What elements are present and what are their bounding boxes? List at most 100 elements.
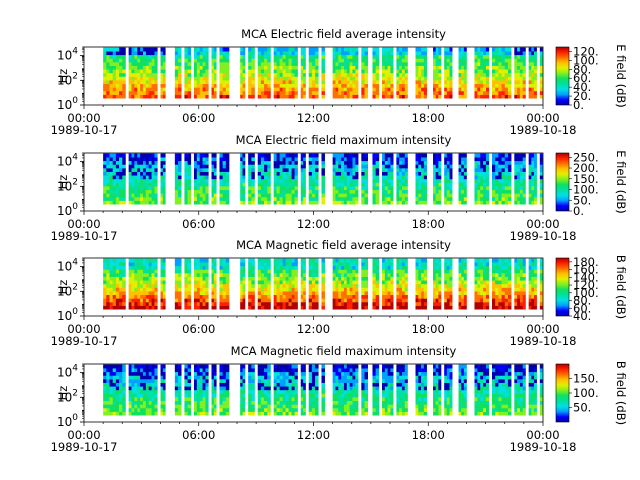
spectrogram-cell — [404, 298, 408, 303]
spectrogram-cell — [303, 178, 306, 183]
spectrogram-cell — [423, 262, 427, 267]
spectrogram-cell — [103, 364, 107, 369]
spectrogram-cell — [517, 258, 521, 263]
spectrogram-cell — [364, 157, 368, 162]
colorbar-tick-label: 80. — [573, 62, 591, 76]
spectrogram-cell — [355, 294, 359, 299]
spectrogram-cell — [267, 273, 271, 277]
spectrogram-cell — [517, 294, 521, 299]
spectrogram-cell — [498, 287, 502, 292]
spectrogram-cell — [446, 276, 450, 281]
spectrogram-cell — [444, 76, 448, 81]
spectrogram-cell — [528, 262, 532, 267]
spectrogram-cell — [352, 90, 356, 95]
spectrogram-cell — [311, 90, 316, 95]
spectrogram-cell — [332, 175, 336, 180]
spectrogram-cell — [404, 47, 408, 52]
spectrogram-cell — [423, 294, 427, 299]
spectrogram-cell — [492, 301, 496, 306]
spectrogram-cell — [264, 90, 268, 95]
spectrogram-cell — [251, 291, 255, 296]
spectrogram-cell — [288, 280, 292, 285]
spectrogram-cell — [435, 298, 439, 303]
spectrogram-cell — [257, 76, 262, 81]
spectrogram-cell — [285, 273, 289, 277]
spectrogram-cell — [260, 265, 265, 270]
spectrogram-cell — [248, 47, 252, 52]
spectrogram-cell — [338, 168, 342, 172]
spectrogram-cell — [498, 94, 502, 99]
spectrogram-cell — [435, 168, 439, 172]
spectrogram-cell — [222, 51, 227, 56]
spectrogram-cell — [531, 157, 535, 162]
spectrogram-cell — [384, 283, 388, 288]
spectrogram-cell — [421, 72, 425, 77]
spectrogram-cell — [119, 196, 123, 201]
spectrogram-cell — [531, 305, 535, 310]
spectrogram-cell — [364, 269, 368, 274]
spectrogram-cell — [338, 54, 342, 59]
spectrogram-cell — [267, 298, 271, 303]
spectrogram-cell — [242, 90, 246, 95]
spectrogram-cell — [187, 175, 192, 180]
spectrogram-cell — [384, 305, 388, 310]
spectrogram-cell — [399, 276, 403, 281]
spectrogram-cell — [387, 62, 391, 66]
spectrogram-cell — [504, 54, 509, 59]
spectrogram-cell — [474, 160, 478, 165]
spectrogram-cell — [372, 90, 376, 95]
spectrogram-cell — [196, 47, 201, 52]
spectrogram-cell — [355, 51, 359, 56]
spectrogram-cell — [142, 189, 147, 194]
spectrogram-cell — [531, 301, 535, 306]
spectrogram-cell — [285, 164, 289, 169]
spectrogram-cell — [300, 189, 304, 194]
spectrogram-cell — [449, 182, 453, 187]
spectrogram-cell — [495, 160, 499, 165]
spectrogram-cell — [517, 47, 521, 52]
spectrogram-cell — [122, 262, 126, 267]
spectrogram-cell — [273, 164, 277, 169]
spectrogram-cell — [267, 193, 271, 198]
spectrogram-cell — [148, 280, 152, 285]
spectrogram-cell — [390, 182, 394, 187]
spectrogram-cell — [492, 178, 496, 183]
spectrogram-cell — [463, 283, 467, 288]
spectrogram-cell — [501, 273, 506, 277]
spectrogram-cell — [119, 400, 123, 405]
spectrogram-cell — [349, 258, 353, 263]
spectrogram-cell — [346, 72, 350, 77]
spectrogram-cell — [507, 287, 512, 292]
spectrogram-cell — [423, 298, 427, 303]
spectrogram-cell — [187, 262, 192, 267]
spectrogram-cell — [517, 72, 521, 77]
spectrogram-cell — [196, 291, 201, 296]
spectrogram-cell — [401, 58, 406, 63]
spectrogram-cell — [495, 276, 499, 281]
spectrogram-cell — [461, 160, 465, 165]
spectrogram-cell — [251, 287, 255, 292]
spectrogram-cell — [273, 196, 277, 201]
spectrogram-cell — [423, 157, 427, 162]
spectrogram-cell — [433, 153, 436, 158]
y-axis-label: Hz — [56, 69, 70, 84]
data-interval — [273, 258, 298, 310]
spectrogram-cell — [396, 76, 400, 81]
spectrogram-cell — [103, 65, 107, 70]
spectrogram-cell — [154, 178, 158, 183]
spectrogram-cell — [335, 164, 339, 169]
spectrogram-cell — [311, 273, 316, 277]
spectrogram-cell — [276, 305, 280, 310]
spectrogram-cell — [501, 54, 506, 59]
spectrogram-cell — [528, 94, 532, 99]
spectrogram-cell — [421, 273, 425, 277]
spectrogram-cell — [539, 80, 543, 85]
spectrogram-cell — [382, 51, 386, 56]
spectrogram-cell — [346, 182, 350, 187]
spectrogram-cell — [423, 287, 427, 292]
spectrogram-cell — [514, 47, 518, 52]
spectrogram-cell — [205, 298, 209, 303]
spectrogram-cell — [109, 193, 113, 198]
spectrogram-cell — [387, 168, 391, 172]
spectrogram-cell — [480, 54, 484, 59]
